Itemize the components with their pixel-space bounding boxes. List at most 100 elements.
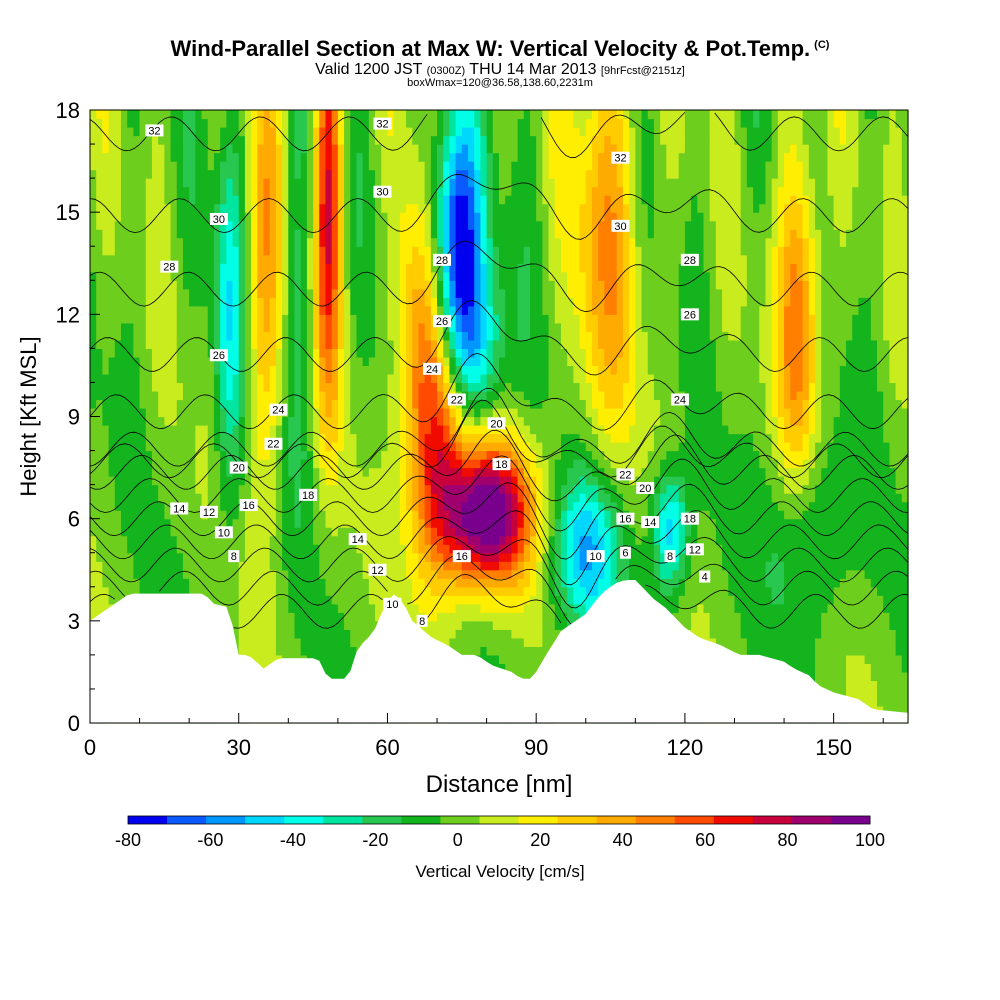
w-cell: [325, 518, 333, 528]
w-cell: [96, 263, 103, 273]
w-cell: [449, 161, 457, 171]
w-cell: [399, 331, 407, 341]
w-cell: [387, 161, 395, 171]
w-cell: [90, 110, 97, 120]
w-cell: [158, 195, 165, 205]
w-cell: [201, 476, 209, 486]
w-cell: [344, 161, 351, 171]
w-cell: [344, 390, 351, 401]
w-cell: [201, 110, 209, 120]
w-cell: [517, 620, 525, 630]
w-cell: [362, 152, 370, 162]
w-cell: [313, 620, 320, 630]
w-cell: [108, 348, 116, 358]
w-cell: [319, 288, 327, 298]
w-cell: [257, 254, 265, 264]
w-cell: [486, 178, 494, 188]
w-cell: [418, 450, 426, 460]
w-cell: [468, 510, 475, 520]
w-cell: [474, 476, 482, 486]
w-cell: [319, 161, 327, 171]
w-cell: [505, 365, 512, 375]
w-cell: [232, 612, 240, 622]
w-cell: [505, 229, 512, 239]
w-cell: [127, 169, 134, 179]
w-cell: [437, 612, 444, 622]
w-cell: [108, 203, 116, 213]
w-cell: [511, 280, 519, 290]
w-cell: [133, 212, 141, 222]
w-cell: [418, 484, 426, 494]
w-cell: [244, 373, 252, 384]
w-cell: [437, 331, 444, 341]
w-cell: [201, 186, 209, 196]
w-cell: [486, 569, 494, 579]
w-cell: [313, 527, 320, 537]
w-cell: [430, 195, 438, 205]
w-cell: [430, 527, 438, 537]
w-cell: [418, 254, 426, 264]
w-cell: [232, 450, 240, 460]
w-cell: [486, 237, 494, 247]
w-cell: [387, 246, 395, 256]
w-cell: [232, 561, 240, 571]
w-cell: [127, 118, 134, 128]
w-cell: [306, 161, 314, 171]
w-cell: [381, 459, 389, 469]
w-cell: [114, 586, 122, 596]
w-cell: [90, 416, 97, 426]
w-cell: [213, 144, 221, 154]
w-cell: [325, 433, 333, 443]
w-cell: [288, 620, 296, 630]
w-cell: [455, 135, 463, 145]
w-cell: [406, 569, 413, 579]
w-cell: [337, 195, 345, 205]
w-cell: [294, 178, 302, 188]
w-cell: [189, 203, 196, 213]
w-cell: [238, 195, 246, 205]
w-cell: [306, 476, 314, 486]
w-cell: [492, 365, 500, 375]
w-cell: [499, 178, 506, 188]
w-cell: [306, 178, 314, 188]
w-cell: [282, 595, 289, 605]
w-cell: [158, 586, 165, 596]
w-cell: [331, 356, 339, 367]
w-cell: [275, 178, 283, 188]
w-cell: [331, 229, 339, 239]
w-cell: [424, 348, 432, 358]
w-cell: [449, 501, 457, 511]
w-cell: [461, 135, 469, 145]
w-cell: [387, 365, 395, 375]
w-cell: [468, 620, 475, 630]
w-cell: [263, 288, 271, 298]
w-cell: [480, 365, 488, 375]
w-cell: [449, 348, 457, 358]
w-cell: [356, 450, 364, 460]
w-cell: [176, 152, 184, 162]
w-cell: [158, 246, 165, 256]
w-cell: [368, 578, 376, 588]
w-cell: [344, 561, 351, 571]
w-cell: [120, 237, 128, 247]
w-cell: [139, 144, 147, 154]
w-cell: [319, 544, 327, 554]
w-cell: [269, 212, 277, 222]
w-cell: [244, 646, 252, 656]
w-cell: [90, 246, 97, 256]
w-cell: [288, 382, 296, 392]
w-cell: [158, 144, 165, 154]
w-cell: [480, 186, 488, 196]
w-cell: [282, 552, 289, 562]
w-cell: [238, 484, 246, 494]
w-cell: [263, 195, 271, 205]
w-cell: [96, 578, 103, 588]
w-cell: [195, 212, 203, 222]
w-cell: [164, 493, 172, 503]
w-cell: [399, 297, 407, 307]
w-cell: [375, 484, 382, 494]
w-cell: [387, 416, 395, 426]
w-cell: [337, 297, 345, 307]
w-cell: [127, 535, 134, 545]
w-cell: [251, 373, 258, 384]
